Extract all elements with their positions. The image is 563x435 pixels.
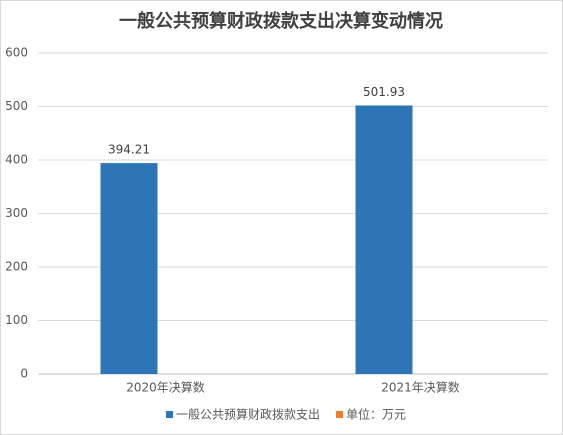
y-tick-label: 0 — [20, 367, 28, 381]
y-tick-label: 600 — [5, 46, 28, 60]
legend-label: 一般公共预算财政拨款支出 — [176, 407, 320, 422]
legend-swatch — [166, 411, 173, 418]
data-label: 394.21 — [108, 143, 150, 157]
bar — [100, 163, 158, 374]
y-tick-label: 100 — [5, 313, 28, 327]
data-label: 501.93 — [363, 85, 405, 99]
y-tick-label: 500 — [5, 99, 28, 113]
legend-label: 单位：万元 — [346, 407, 406, 422]
y-tick-label: 300 — [5, 206, 28, 220]
y-tick-label: 400 — [5, 153, 28, 167]
x-tick-label: 2020年决算数 — [126, 380, 205, 395]
x-tick-label: 2021年决算数 — [381, 380, 460, 395]
chart-title: 一般公共预算财政拨款支出决算变动情况 — [119, 10, 443, 32]
y-tick-label: 200 — [5, 260, 28, 274]
bar — [355, 105, 413, 374]
legend-swatch — [336, 411, 344, 418]
